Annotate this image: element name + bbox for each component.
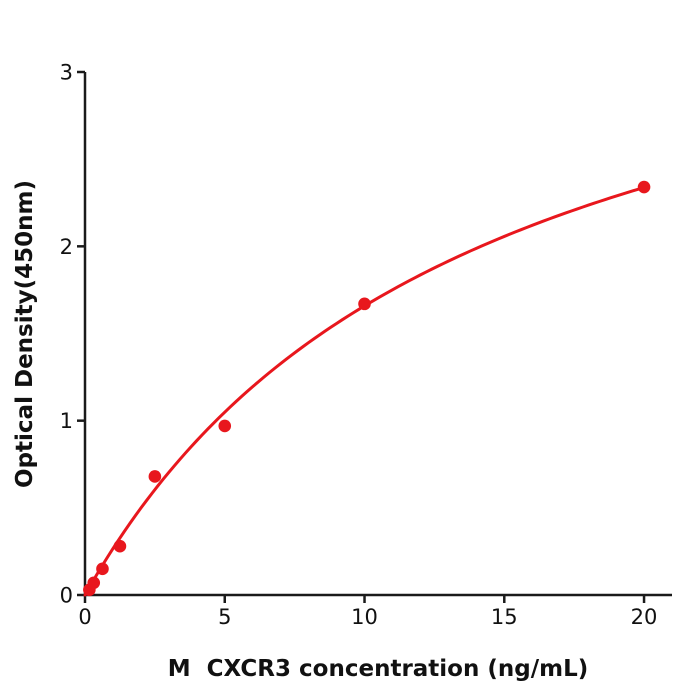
- x-tick-label: 0: [78, 605, 91, 629]
- y-axis-title: Optical Density(450nm): [12, 180, 38, 488]
- data-point: [87, 576, 101, 590]
- x-tick-label: 20: [631, 605, 658, 629]
- data-point: [148, 470, 162, 483]
- y-tick-label: 3: [60, 61, 73, 85]
- y-tick-label: 2: [60, 235, 73, 259]
- fit-curve: [83, 185, 646, 597]
- y-axis-ticks: 0 1 2 3: [60, 61, 85, 608]
- x-tick-label: 10: [351, 605, 378, 629]
- data-point: [637, 180, 651, 194]
- data-point: [96, 562, 109, 576]
- y-tick-label: 0: [60, 584, 73, 608]
- fit-curve-path: [83, 185, 646, 597]
- x-tick-label: 5: [218, 605, 231, 629]
- data-point: [113, 539, 127, 553]
- data-points: [83, 180, 651, 597]
- data-point: [218, 419, 232, 433]
- axes: [83, 72, 672, 597]
- x-axis-title: M CXCR3 concentration (ng/mL): [168, 656, 589, 682]
- x-tick-label: 15: [491, 605, 518, 629]
- data-point: [358, 297, 371, 311]
- x-axis-ticks: 0 5 10 15 20: [78, 595, 657, 629]
- y-tick-label: 1: [60, 409, 73, 433]
